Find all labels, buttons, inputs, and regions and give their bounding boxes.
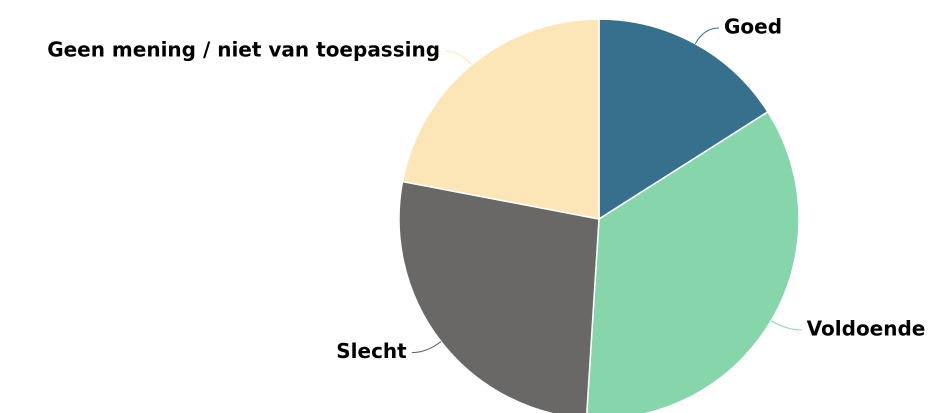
connector <box>411 341 442 354</box>
slice-label: Geen mening / niet van toepassing <box>47 38 440 62</box>
connector <box>445 50 472 66</box>
pie-slice <box>398 180 600 413</box>
slice-label: Voldoende <box>807 316 926 340</box>
slice-label: Goed <box>724 14 782 38</box>
pie-slice <box>586 110 800 413</box>
connector <box>694 27 720 44</box>
connector <box>770 320 802 331</box>
pie-slice <box>401 18 600 220</box>
slice-label: Slecht <box>336 339 407 363</box>
